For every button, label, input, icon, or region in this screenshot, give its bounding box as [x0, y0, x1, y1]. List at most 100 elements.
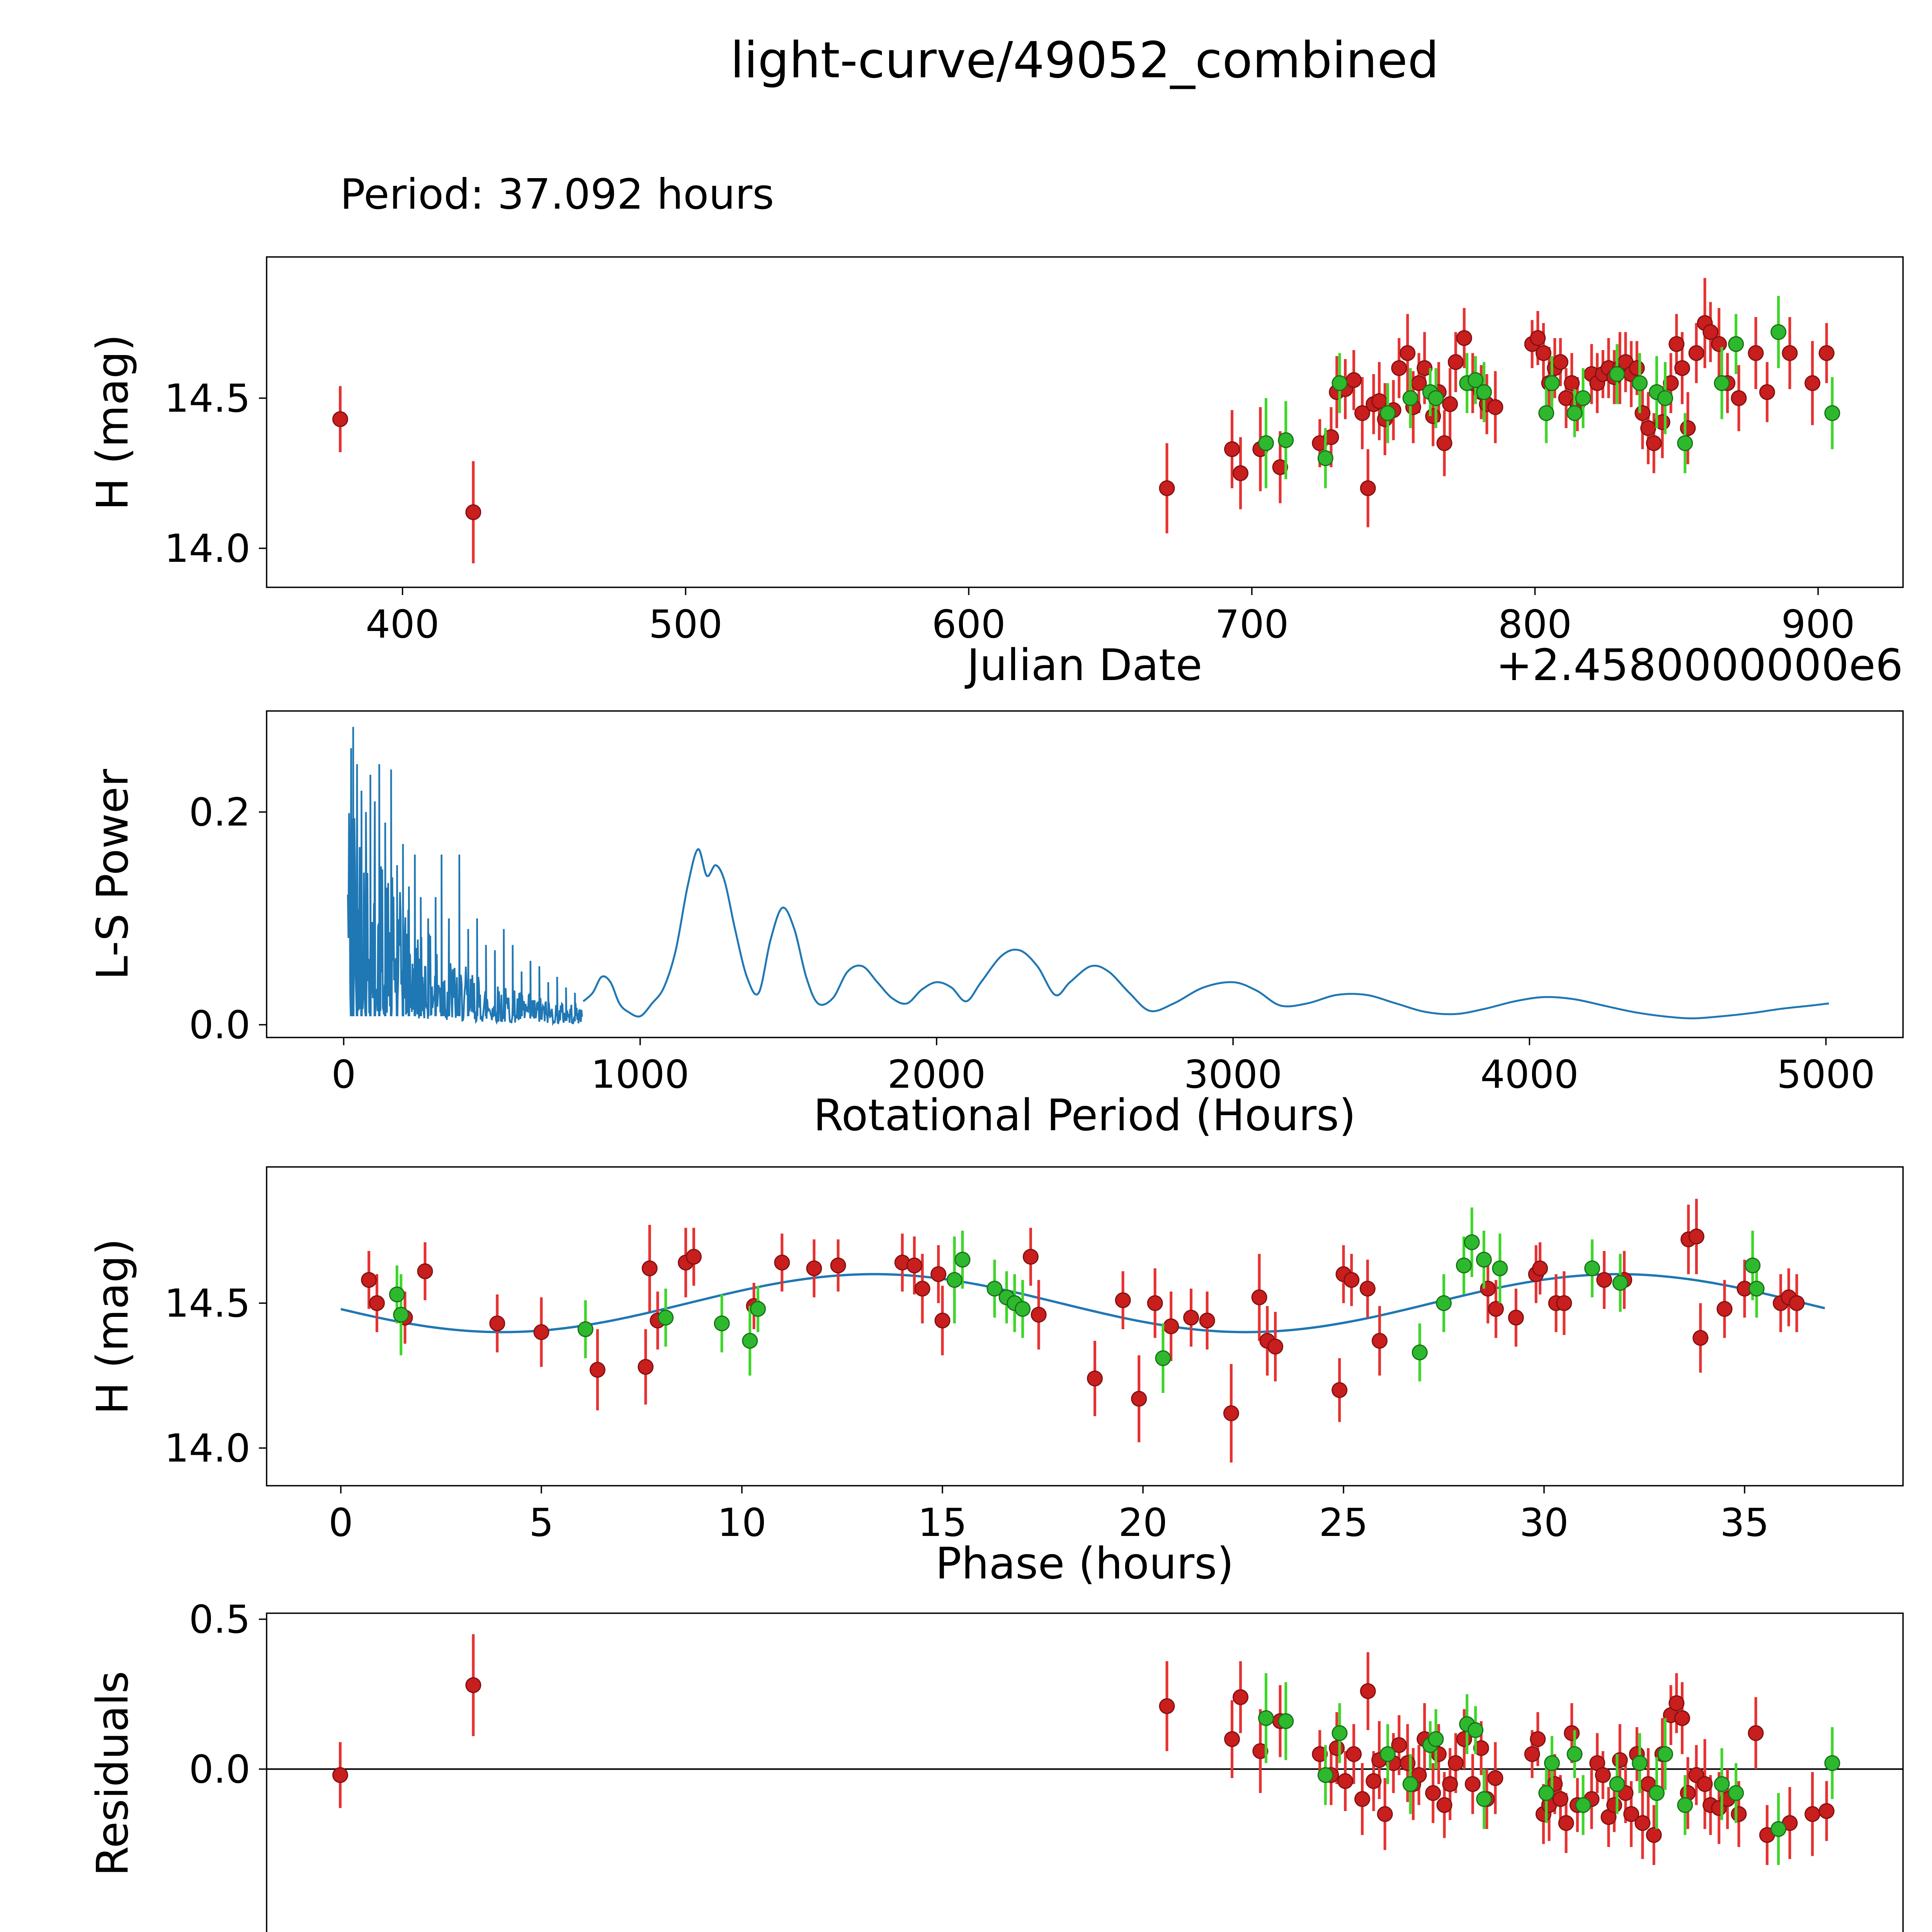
data-point-red: [1354, 405, 1371, 421]
data-point-green: [1379, 1746, 1396, 1762]
data-point-red: [1680, 420, 1696, 436]
data-point-green: [1657, 390, 1673, 406]
data-point-red: [1252, 1743, 1269, 1759]
data-point-green: [1476, 1252, 1492, 1268]
data-point-red: [1612, 1752, 1628, 1768]
x-tick-label: 5000: [1777, 1052, 1875, 1097]
data-point-green: [1649, 1785, 1665, 1801]
x-tick-label: 4000: [1480, 1052, 1579, 1097]
data-point-red: [1530, 1731, 1546, 1747]
data-point-green: [1468, 372, 1484, 388]
axes-frame: [266, 1166, 1904, 1486]
data-point-red: [1464, 1776, 1481, 1792]
x-tick-label: 900: [1781, 602, 1855, 647]
figure-title: light-curve/49052_combined: [730, 32, 1439, 89]
data-point-red: [1354, 1791, 1371, 1807]
data-point-green: [1258, 435, 1274, 451]
data-point-red: [1232, 465, 1248, 481]
data-point-green: [1436, 1295, 1452, 1311]
data-point-green: [1609, 1776, 1625, 1792]
data-point-red: [1115, 1292, 1131, 1308]
y-tick-label: 0.2: [189, 789, 250, 835]
data-point-green: [1824, 1755, 1840, 1771]
data-point-red: [1267, 1338, 1284, 1355]
data-point-green: [1379, 405, 1396, 421]
data-point-red: [1595, 1767, 1611, 1783]
data-point-green: [1317, 1767, 1333, 1783]
data-point-red: [1552, 354, 1568, 370]
data-point-red: [1473, 1740, 1489, 1756]
data-point-red: [1748, 1725, 1764, 1741]
data-point-red: [774, 1255, 790, 1270]
data-point-green: [750, 1301, 766, 1317]
data-point-red: [1436, 1797, 1452, 1813]
y-tick-label: 0.5: [189, 1597, 250, 1642]
data-point-red: [641, 1260, 658, 1276]
data-point-red: [1674, 1710, 1690, 1726]
y-tick-label: 0.0: [189, 1002, 250, 1048]
data-point-green: [1632, 375, 1648, 391]
data-point-red: [1359, 1281, 1376, 1297]
data-point-red: [1391, 360, 1407, 376]
data-point-red: [1391, 1737, 1407, 1753]
data-point-green: [1770, 324, 1787, 340]
data-point-red: [1668, 336, 1685, 352]
data-point-green: [1476, 1791, 1492, 1807]
data-point-red: [1329, 1740, 1345, 1756]
phased-ylabel: H (mag): [88, 1238, 138, 1415]
data-point-green: [1476, 384, 1492, 400]
data-point-red: [1360, 480, 1376, 496]
data-point-green: [1714, 1776, 1730, 1792]
data-point-red: [1748, 345, 1764, 361]
data-point-red: [465, 504, 481, 520]
data-point-red: [1199, 1313, 1215, 1328]
x-tick-label: 25: [1319, 1500, 1368, 1545]
x-tick-label: 800: [1498, 602, 1572, 647]
data-point-green: [1428, 390, 1444, 406]
data-point-red: [1224, 1731, 1240, 1747]
data-point-red: [1711, 336, 1727, 352]
data-point-green: [1428, 1731, 1444, 1747]
data-point-red: [1623, 1806, 1639, 1822]
data-point-red: [1022, 1249, 1039, 1265]
data-point-red: [1159, 480, 1175, 496]
data-point-red: [1366, 1773, 1382, 1789]
data-point-green: [1464, 1234, 1480, 1250]
x-tick-label: 20: [1118, 1500, 1167, 1545]
data-point-red: [1688, 1228, 1704, 1245]
data-point-green: [1468, 1722, 1484, 1738]
lightcurve-ylabel: H (mag): [88, 334, 138, 510]
data-point-red: [1346, 372, 1362, 388]
data-point-red: [1702, 324, 1719, 340]
data-point-red: [1731, 1806, 1747, 1822]
data-point-red: [1425, 408, 1441, 424]
data-point-green: [1657, 1746, 1673, 1762]
x-tick-label: 400: [366, 602, 439, 647]
y-tick-label: 14.0: [164, 1426, 250, 1471]
data-point-green: [1317, 450, 1333, 466]
data-point-red: [1232, 1689, 1248, 1705]
axes-frame: [266, 710, 1904, 1038]
data-point-red: [1371, 1333, 1388, 1349]
data-point-red: [1183, 1310, 1199, 1326]
data-point-red: [1558, 1815, 1574, 1831]
data-point-green: [1456, 1257, 1472, 1274]
data-point-red: [914, 1281, 930, 1297]
x-tick-label: 1000: [591, 1052, 689, 1097]
data-point-red: [1346, 1746, 1362, 1762]
data-point-red: [1447, 1755, 1464, 1771]
x-tick-label: 3000: [1184, 1052, 1282, 1097]
periodogram-xlabel: Rotational Period (Hours): [813, 1090, 1356, 1141]
data-point-red: [1731, 390, 1747, 406]
data-point-red: [465, 1677, 481, 1693]
data-point-red: [1668, 1695, 1685, 1711]
x-tick-label: 10: [717, 1500, 766, 1545]
data-point-red: [638, 1359, 654, 1375]
data-point-green: [714, 1315, 730, 1332]
axes-frame: [266, 256, 1904, 588]
data-point-red: [1596, 1272, 1612, 1288]
data-point-green: [742, 1333, 758, 1349]
data-point-red: [1360, 1683, 1376, 1699]
